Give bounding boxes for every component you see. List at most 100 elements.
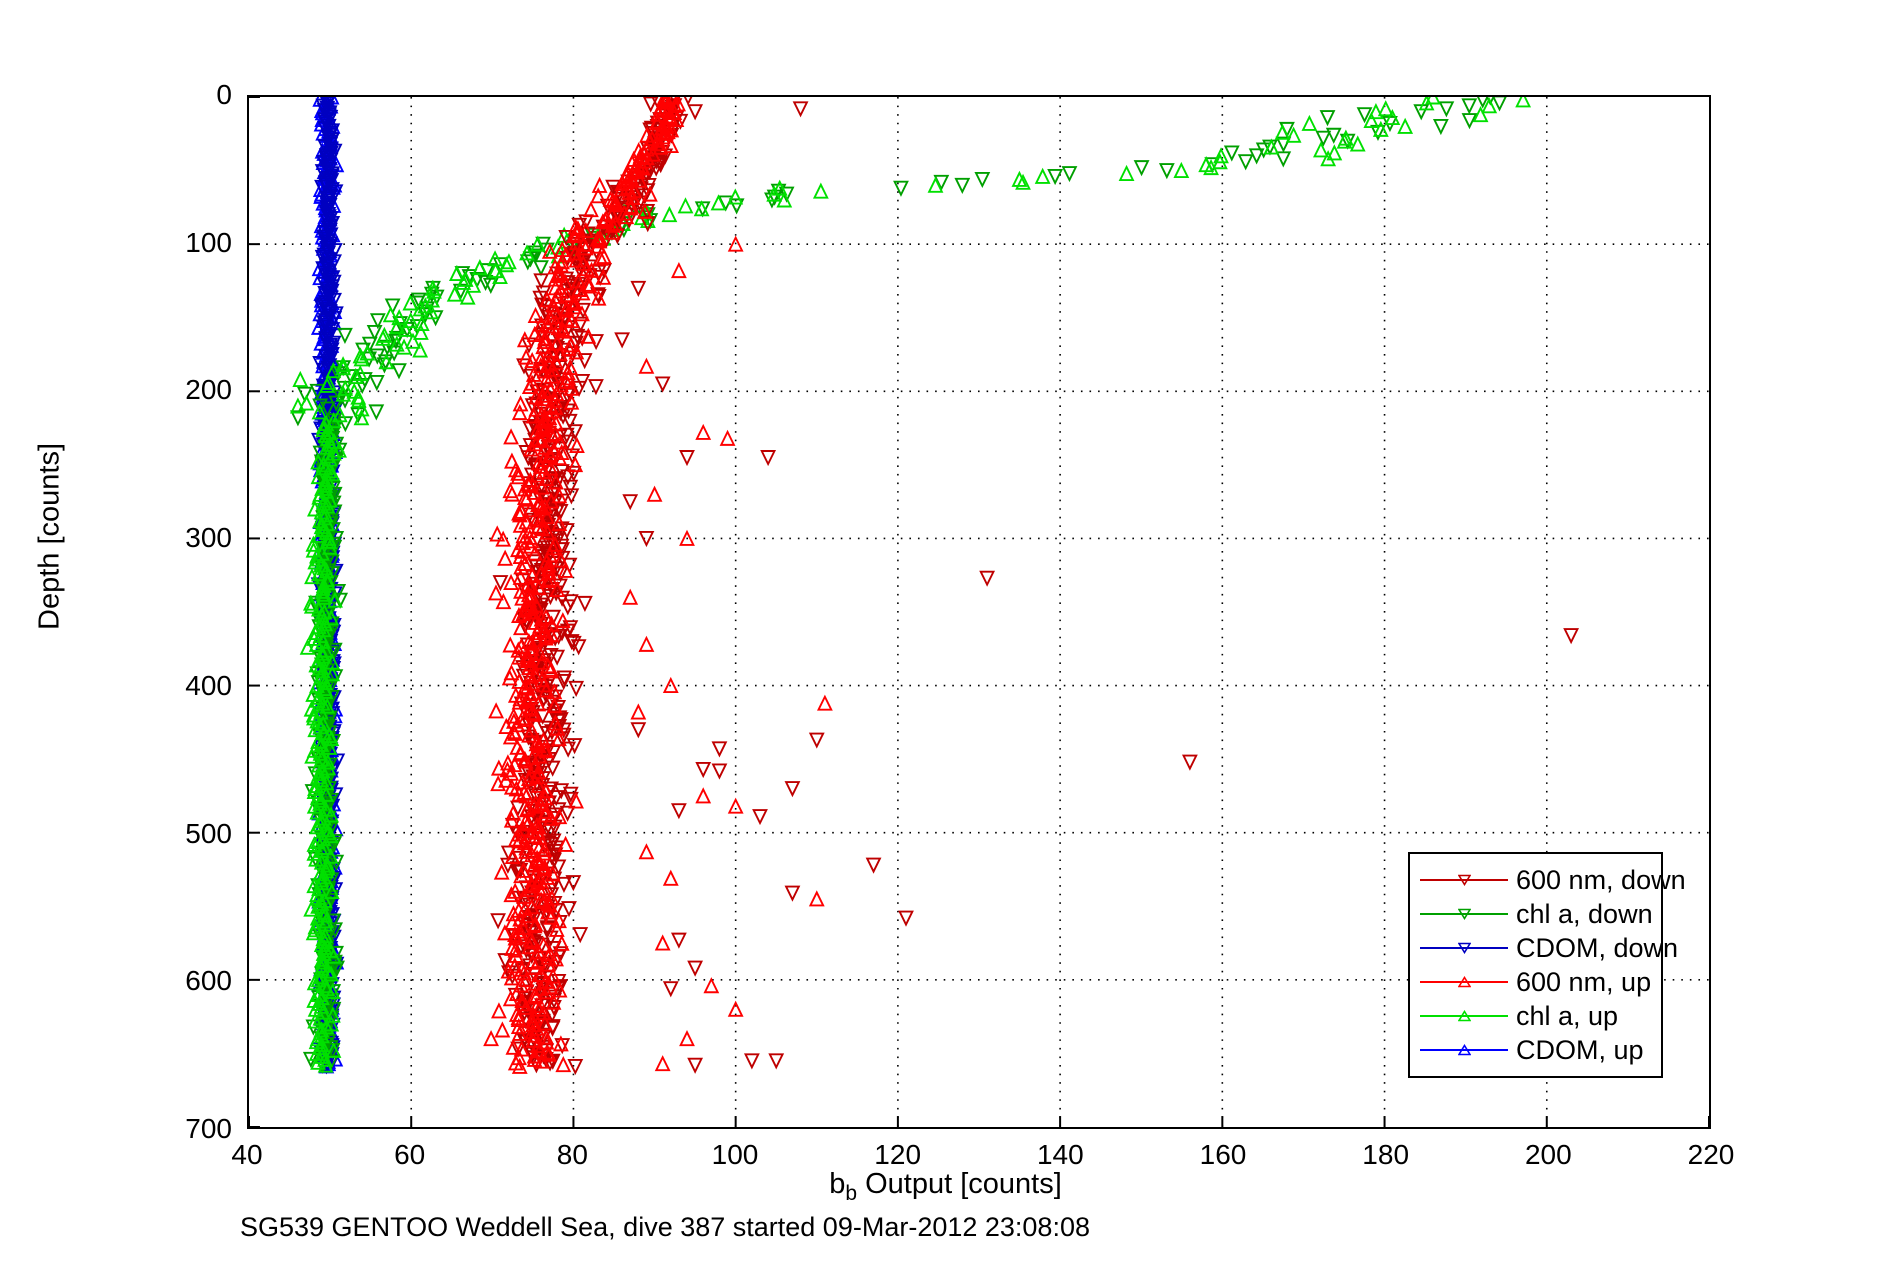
data-marker	[563, 393, 580, 410]
data-marker	[324, 665, 341, 682]
data-marker	[335, 385, 352, 402]
data-marker	[307, 500, 323, 517]
data-marker	[1461, 98, 1478, 115]
data-marker	[315, 585, 332, 602]
data-marker	[596, 247, 612, 264]
data-marker	[502, 636, 519, 653]
legend-cdom-up[interactable]: CDOM, up	[1410, 1033, 1661, 1067]
data-marker	[536, 332, 553, 349]
data-marker	[536, 893, 552, 910]
data-marker	[524, 703, 540, 721]
data-marker	[1213, 147, 1229, 164]
data-marker	[519, 244, 535, 261]
data-marker	[541, 242, 558, 259]
data-marker	[679, 450, 695, 467]
data-marker	[534, 790, 550, 807]
data-marker	[521, 938, 538, 955]
triangle-down-icon	[1458, 942, 1471, 954]
data-marker	[1315, 130, 1332, 147]
data-marker	[495, 592, 512, 610]
data-marker	[506, 957, 523, 974]
y-tick-label: 200	[185, 374, 232, 406]
data-marker	[523, 634, 540, 651]
data-marker	[604, 216, 621, 233]
data-marker	[513, 866, 529, 884]
data-marker	[526, 705, 543, 722]
data-marker	[493, 863, 510, 880]
data-marker	[662, 981, 679, 998]
data-marker	[523, 532, 540, 549]
data-marker	[865, 857, 882, 874]
data-marker	[631, 171, 648, 188]
triangle-up-icon	[1458, 976, 1471, 988]
legend-600nm-up[interactable]: 600 nm, up	[1410, 965, 1661, 999]
data-marker	[768, 1053, 785, 1070]
legend-line	[1420, 913, 1508, 915]
data-marker	[413, 323, 429, 340]
data-marker	[359, 344, 376, 361]
data-marker	[551, 514, 568, 532]
x-axis-label-text: Output [counts]	[865, 1168, 1062, 1200]
legend-600nm-down[interactable]: 600 nm, down	[1410, 863, 1686, 897]
data-marker	[649, 135, 666, 152]
y-tick-label: 500	[185, 817, 232, 849]
data-marker	[568, 680, 585, 698]
data-marker	[549, 287, 566, 304]
data-marker	[530, 776, 547, 793]
data-marker	[511, 785, 528, 802]
data-marker	[347, 367, 364, 385]
data-marker	[310, 732, 326, 749]
data-marker	[630, 703, 647, 720]
legend-chla-up[interactable]: chl a, up	[1410, 999, 1661, 1033]
data-marker	[727, 235, 744, 252]
data-marker	[518, 490, 535, 507]
data-marker	[303, 900, 320, 917]
data-marker	[638, 530, 655, 548]
data-marker	[719, 429, 736, 446]
legend-cdom-down[interactable]: CDOM, down	[1410, 931, 1678, 965]
data-marker	[477, 274, 494, 292]
data-marker	[893, 180, 909, 197]
data-marker	[535, 338, 552, 355]
data-marker	[319, 376, 335, 393]
legend-chla-down[interactable]: chl a, down	[1410, 897, 1661, 931]
data-marker	[577, 221, 594, 238]
data-marker	[1158, 163, 1175, 180]
data-marker	[538, 802, 554, 819]
data-marker	[728, 198, 745, 215]
figure-caption: SG539 GENTOO Weddell Sea, dive 387 start…	[240, 1212, 1090, 1242]
data-marker	[563, 312, 580, 329]
data-marker	[547, 473, 564, 490]
data-marker	[562, 786, 579, 803]
data-marker	[540, 955, 557, 972]
data-marker	[771, 179, 788, 196]
legend-marker-sample	[1420, 901, 1508, 927]
data-marker	[1425, 97, 1441, 105]
data-marker	[314, 953, 331, 970]
data-marker	[310, 467, 327, 485]
data-marker	[507, 941, 524, 958]
data-marker	[590, 289, 607, 306]
data-marker	[522, 537, 539, 554]
data-marker	[533, 653, 550, 670]
data-marker	[639, 204, 656, 221]
data-marker	[490, 775, 507, 792]
x-axis-label-subscript: b	[845, 1181, 858, 1205]
data-marker	[589, 230, 606, 247]
data-marker	[509, 864, 526, 881]
data-marker	[898, 910, 914, 927]
data-marker	[402, 294, 419, 311]
data-marker	[324, 465, 341, 482]
data-marker	[529, 509, 546, 526]
data-marker	[309, 818, 325, 835]
data-marker	[505, 1038, 522, 1055]
data-marker	[307, 721, 324, 738]
data-marker	[490, 913, 506, 930]
data-marker	[570, 272, 587, 289]
data-marker	[536, 740, 553, 757]
data-marker	[667, 97, 683, 114]
data-marker	[547, 398, 564, 415]
data-marker	[1356, 107, 1373, 124]
data-marker	[547, 954, 564, 972]
data-marker	[308, 635, 325, 652]
